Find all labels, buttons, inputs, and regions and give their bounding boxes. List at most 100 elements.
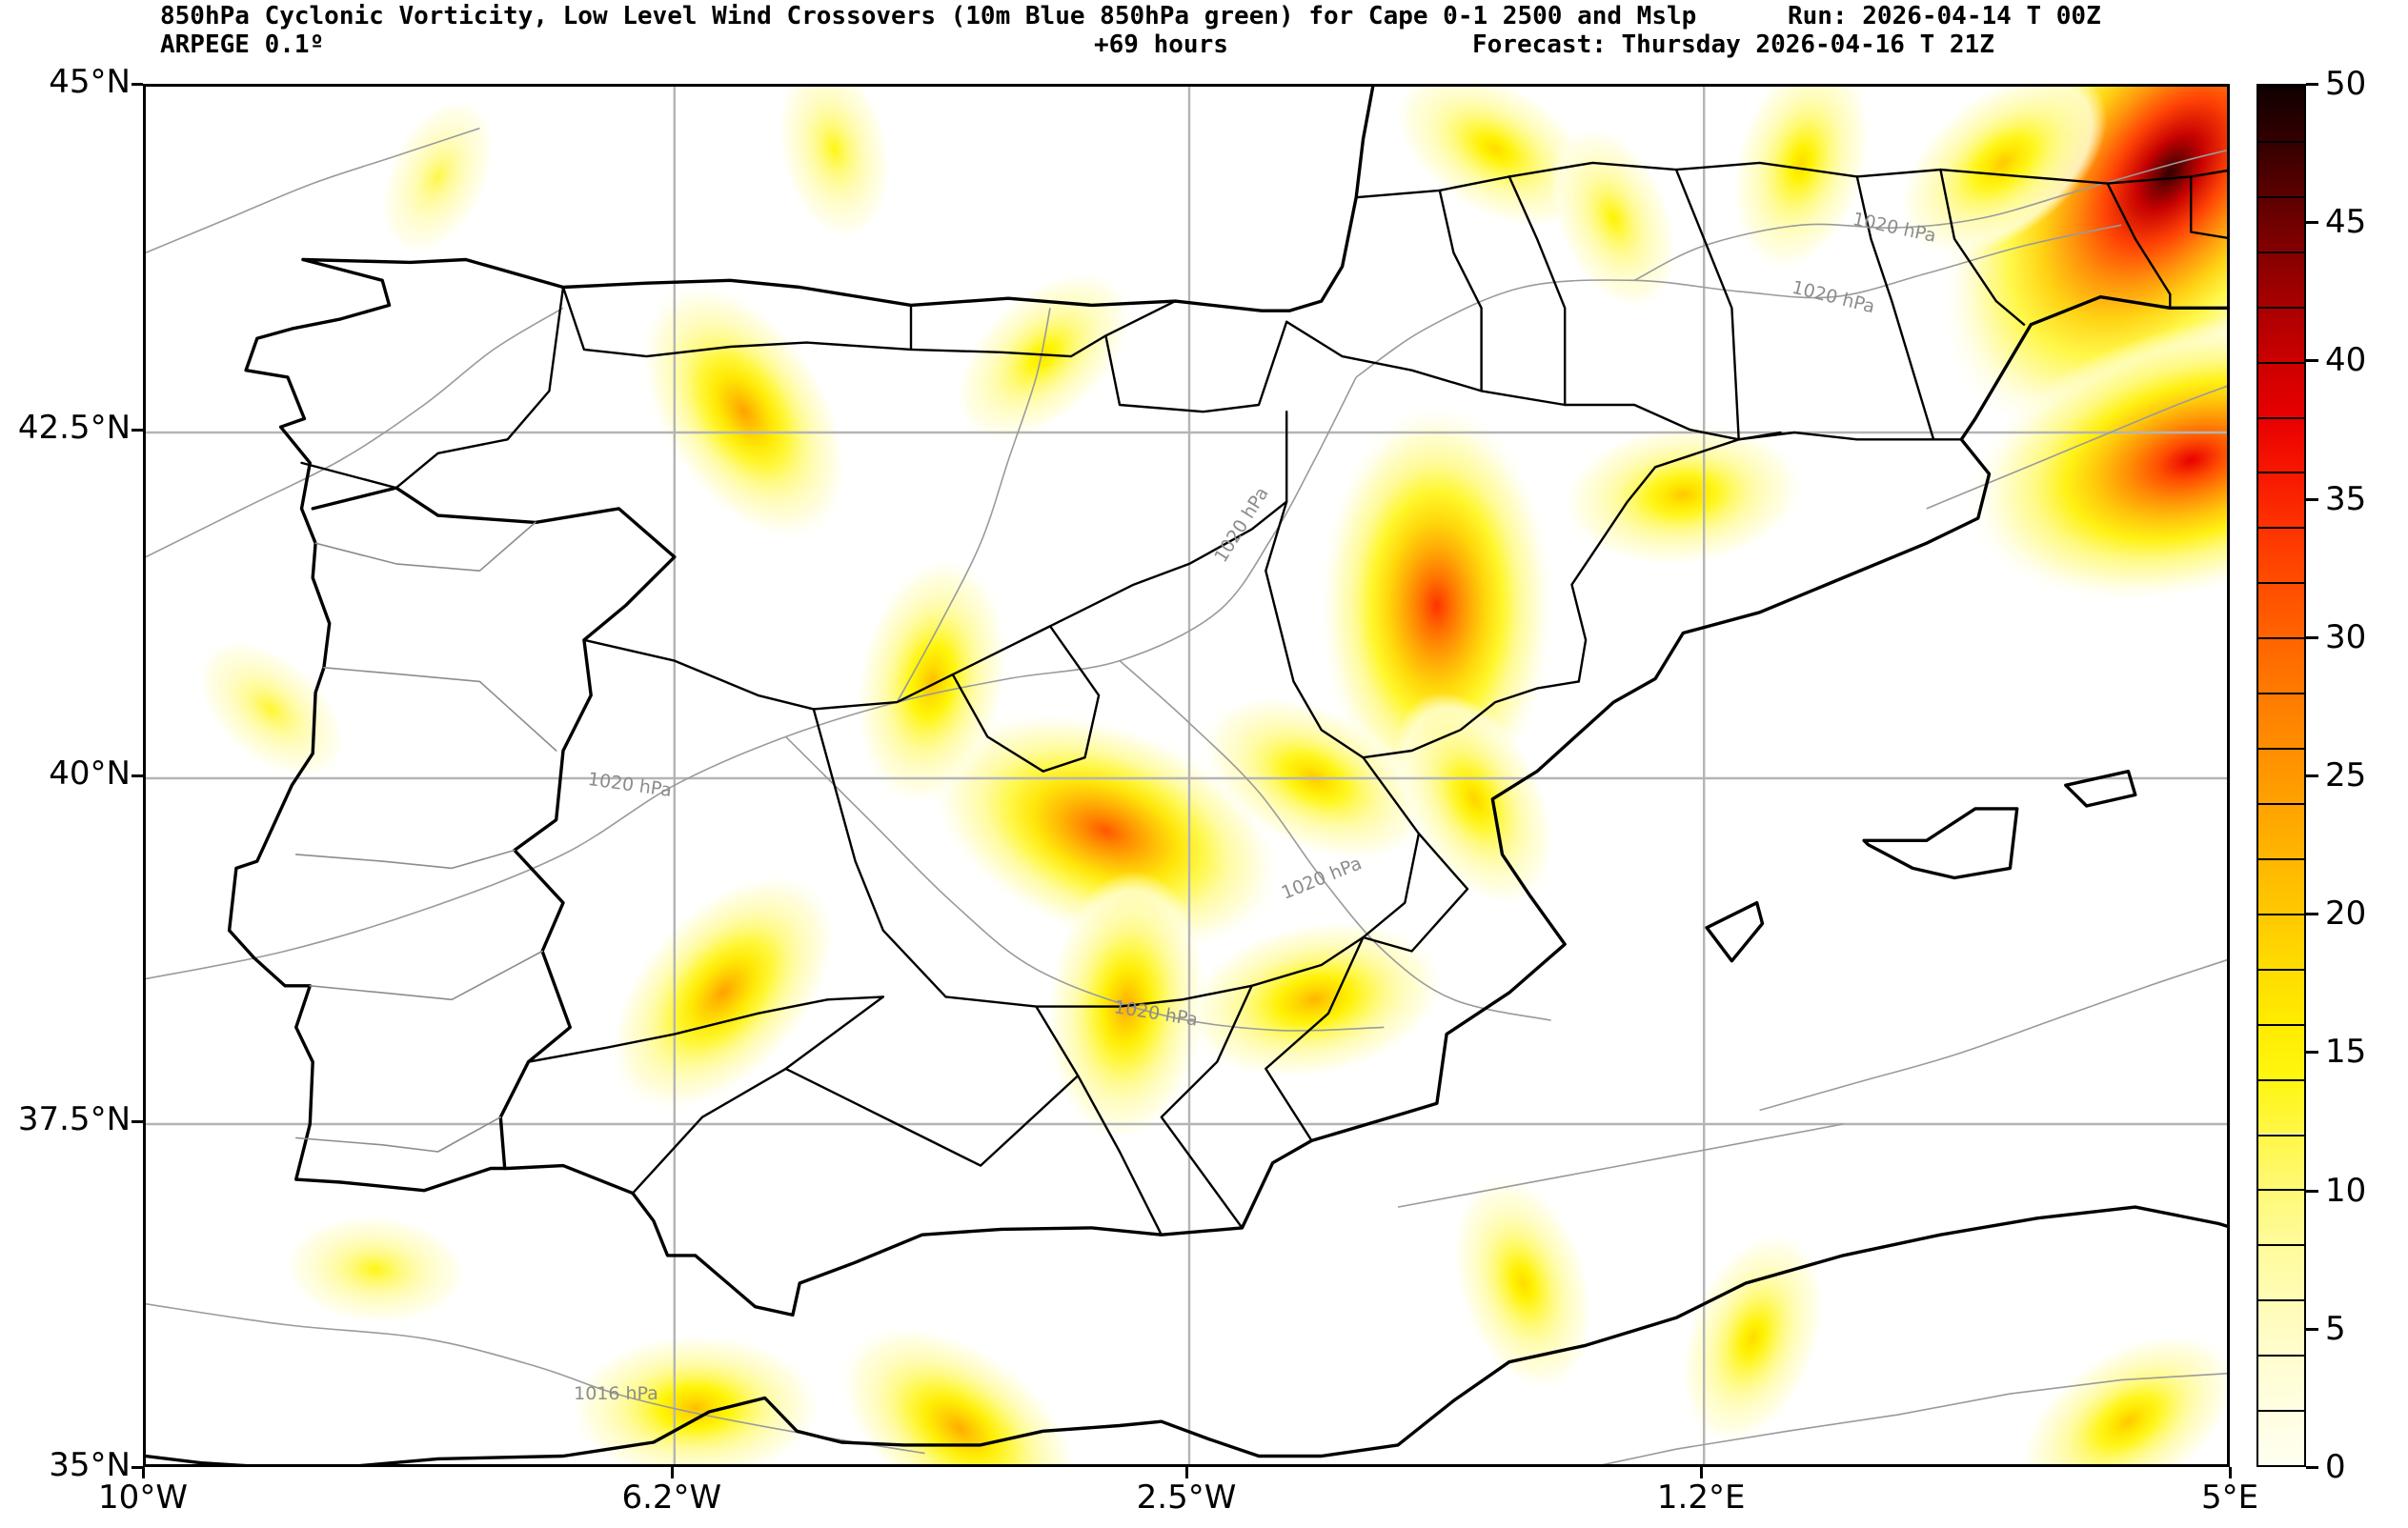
vorticity-maximum: [856, 557, 1008, 806]
coastline: [301, 87, 1375, 312]
coastline: [227, 257, 2227, 1317]
longitude-tick: [1700, 1467, 1704, 1478]
region-border: [1104, 320, 1288, 413]
vorticity-maximum: [840, 1325, 1080, 1464]
region-border: [1285, 320, 1963, 441]
colorbar: [2256, 84, 2306, 1467]
latitude-tick-label: 35°N: [49, 1446, 131, 1484]
mslp-isobar: [1926, 385, 2227, 510]
colorbar-tick: [2306, 497, 2318, 501]
colorbar-segment: [2258, 1355, 2304, 1411]
latitude-tick: [132, 1466, 143, 1469]
region-border: [1362, 832, 1469, 953]
vorticity-maximum: [2020, 1333, 2227, 1464]
colorbar-tick-label: 30: [2325, 617, 2367, 656]
region-border: [1265, 935, 1365, 1142]
longitude-tick: [1185, 1467, 1188, 1478]
vorticity-maximum: [1681, 1233, 1825, 1444]
longitude-tick: [670, 1467, 674, 1478]
mslp-isobar: [1119, 660, 1551, 1021]
vorticity-maximum: [779, 87, 891, 239]
vorticity-maximum: [284, 1215, 466, 1324]
colorbar-tick: [2306, 1189, 2318, 1193]
region-border: [1160, 984, 1253, 1230]
mslp-isobar: [1633, 149, 2227, 282]
vorticity-maximum: [1185, 920, 1444, 1079]
colorbar-tick: [2306, 83, 2318, 86]
region-border: [1939, 168, 2026, 326]
latitude-tick: [132, 83, 143, 86]
coastline: [146, 1205, 2227, 1464]
colorbar-segment: [2258, 968, 2304, 1024]
colorbar-segment: [2258, 251, 2304, 307]
lonlat-gridlines: [146, 87, 2227, 1464]
region-border: [1355, 161, 2227, 199]
colorbar-segment: [2258, 913, 2304, 969]
region-border: [631, 995, 884, 1195]
vorticity-maximum: [1969, 318, 2227, 602]
mslp-isobar: [146, 127, 480, 253]
colorbar-segment: [2258, 637, 2304, 694]
model-run-label: Run: 2026-04-14 T 00Z: [1788, 2, 2101, 30]
colorbar-segment: [2258, 86, 2304, 141]
region-border: [1674, 168, 1740, 441]
mslp-isobar: [1759, 958, 2227, 1112]
colorbar-segment: [2258, 1244, 2304, 1300]
vorticity-maximum: [1899, 87, 2108, 255]
vorticity-maximum: [570, 1334, 820, 1464]
colorbar-tick-label: 25: [2325, 756, 2367, 794]
region-border: [1855, 175, 1935, 441]
colorbar-segment: [2258, 693, 2304, 749]
colorbar-tick: [2306, 1051, 2318, 1055]
colorbar-tick-label: 15: [2325, 1033, 2367, 1072]
colorbar-tick: [2306, 635, 2318, 639]
colorbar-tick-label: 5: [2325, 1309, 2346, 1348]
colorbar-tick: [2306, 359, 2318, 363]
colorbar-tick: [2306, 1466, 2318, 1469]
colorbar-segment: [2258, 1410, 2304, 1465]
lead-time-label: +69 hours: [1094, 30, 1228, 59]
colorbar-gradient: [2258, 86, 2304, 1465]
map-plot-area: 1020 hPa 1020 hPa 1020 hPa 1020 hPa 1020 hPa…: [143, 84, 2230, 1467]
latitude-tick: [132, 1120, 143, 1123]
region-border: [951, 625, 1101, 773]
colorbar-segment: [2258, 582, 2304, 638]
vorticity-maximum: [381, 99, 495, 254]
colorbar-tick-label: 10: [2325, 1171, 2367, 1210]
vorticity-maximum: [955, 271, 1131, 441]
colorbar-segment: [2258, 748, 2304, 803]
region-border: [527, 995, 884, 1063]
colorbar-tick: [2306, 774, 2318, 777]
vorticity-maximum: [1453, 1176, 1593, 1390]
vorticity-maximum: [1732, 87, 1871, 271]
longitude-tick-label: 2.5°W: [1136, 1478, 1237, 1517]
colorbar-tick: [2306, 1327, 2318, 1331]
colorbar-tick-label: 50: [2325, 65, 2367, 103]
colorbar-tick-label: 35: [2325, 479, 2367, 518]
colorbar-segment: [2258, 802, 2304, 858]
colorbar-tick-label: 45: [2325, 203, 2367, 242]
vorticity-maximum: [1549, 127, 1677, 310]
colorbar-segment: [2258, 1134, 2304, 1190]
latitude-tick-label: 42.5°N: [17, 409, 131, 447]
region-border: [1508, 175, 1567, 407]
colorbar-tick-label: 40: [2325, 341, 2367, 380]
region-border: [1035, 1005, 1163, 1236]
internal-region-boundaries: [294, 161, 2227, 1236]
latitude-tick: [132, 429, 143, 432]
mslp-isobar: [146, 376, 1357, 980]
region-border: [314, 521, 536, 572]
region-border: [300, 286, 565, 490]
region-border: [294, 849, 516, 870]
forecast-valid-label: Forecast: Thursday 2026-04-16 T 21Z: [1472, 30, 1994, 59]
coastline: [2064, 770, 2137, 808]
mslp-isobar-contours: [146, 127, 2227, 1464]
mslp-isobar: [896, 308, 1051, 703]
longitude-tick-label: 10°W: [98, 1478, 188, 1517]
mslp-isobar: [1397, 1123, 1844, 1208]
latitude-tick-label: 45°N: [49, 63, 131, 101]
colorbar-tick-label: 0: [2325, 1448, 2346, 1486]
vorticity-shading-layer: [197, 87, 2227, 1464]
coastlines-and-borders: [146, 87, 2227, 1464]
